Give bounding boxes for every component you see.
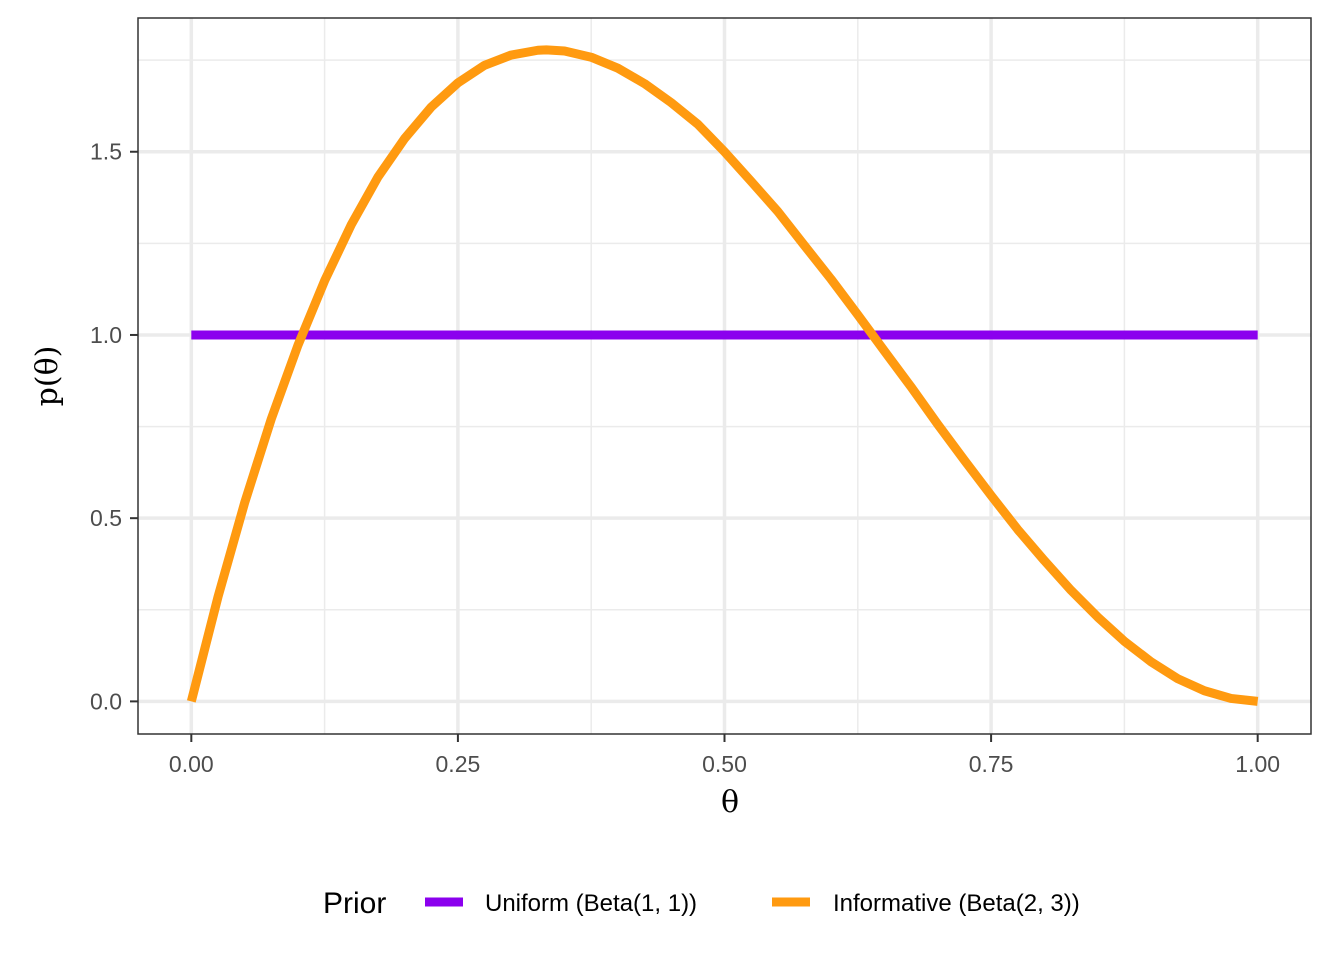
y-tick-label: 1.5 (90, 139, 122, 165)
legend-label-informative: Informative (Beta(2, 3)) (833, 890, 1080, 917)
x-tick-label: 1.00 (1235, 751, 1280, 777)
y-axis-title: p(θ) (30, 346, 65, 407)
x-tick-label: 0.25 (436, 751, 481, 777)
x-tick-label: 0.00 (169, 751, 214, 777)
legend: Prior Uniform (Beta(1, 1)) Informative (… (323, 887, 1080, 920)
legend-label-uniform: Uniform (Beta(1, 1)) (485, 890, 697, 917)
x-tick-label: 0.75 (969, 751, 1014, 777)
x-tick-label: 0.50 (702, 751, 747, 777)
legend-title: Prior (323, 887, 386, 920)
y-axis: 0.0 0.5 1.0 1.5 (90, 139, 138, 714)
x-axis-title: θ (721, 785, 739, 820)
y-tick-label: 1.0 (90, 322, 122, 348)
series-line-informative (186, 45, 1259, 706)
y-tick-label: 0.5 (90, 505, 122, 531)
y-tick-label: 0.0 (90, 688, 122, 714)
x-axis: 0.00 0.25 0.50 0.75 1.00 (169, 734, 1280, 777)
series-layer (186, 45, 1259, 706)
